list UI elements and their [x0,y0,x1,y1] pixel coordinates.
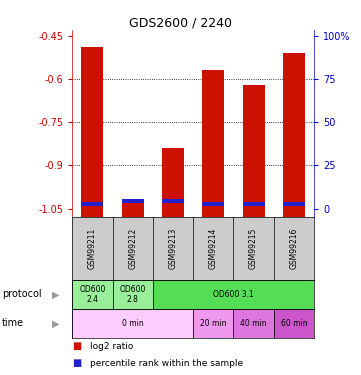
Bar [72,280,113,309]
Text: 0 min: 0 min [122,319,144,328]
Bar [122,200,144,203]
Text: ▶: ▶ [52,318,60,328]
Text: GSM99211: GSM99211 [88,228,97,269]
Bar [243,85,265,218]
Bar [162,148,184,217]
Text: GSM99214: GSM99214 [209,228,218,269]
Text: OD600 3.1: OD600 3.1 [213,290,254,299]
Bar [81,202,104,206]
Bar [202,202,225,206]
Bar [202,70,225,217]
Bar [153,280,314,309]
Bar [274,309,314,338]
Text: GSM99213: GSM99213 [169,228,178,269]
Text: log2 ratio: log2 ratio [90,342,134,351]
Text: 20 min: 20 min [200,319,227,328]
Bar [81,47,104,217]
Text: OD600
2.4: OD600 2.4 [79,285,105,304]
Text: ■: ■ [72,358,82,368]
Text: protocol: protocol [2,289,42,299]
Bar [72,309,193,338]
Text: OD600
2.8: OD600 2.8 [119,285,146,304]
Bar [122,200,144,217]
Bar [283,53,305,217]
Text: time: time [2,318,24,328]
Text: GSM99215: GSM99215 [249,228,258,269]
Text: GSM99212: GSM99212 [128,228,137,269]
Bar [283,202,305,206]
Text: percentile rank within the sample: percentile rank within the sample [90,358,243,368]
Bar [113,280,153,309]
Text: GSM99216: GSM99216 [290,228,299,269]
Text: 40 min: 40 min [240,319,267,328]
Text: ▶: ▶ [52,289,60,299]
Text: ■: ■ [72,341,82,351]
Bar [193,309,234,338]
Bar [162,200,184,203]
Text: GDS2600 / 2240: GDS2600 / 2240 [129,17,232,30]
Text: 60 min: 60 min [280,319,307,328]
Bar [234,309,274,338]
Bar [243,202,265,206]
